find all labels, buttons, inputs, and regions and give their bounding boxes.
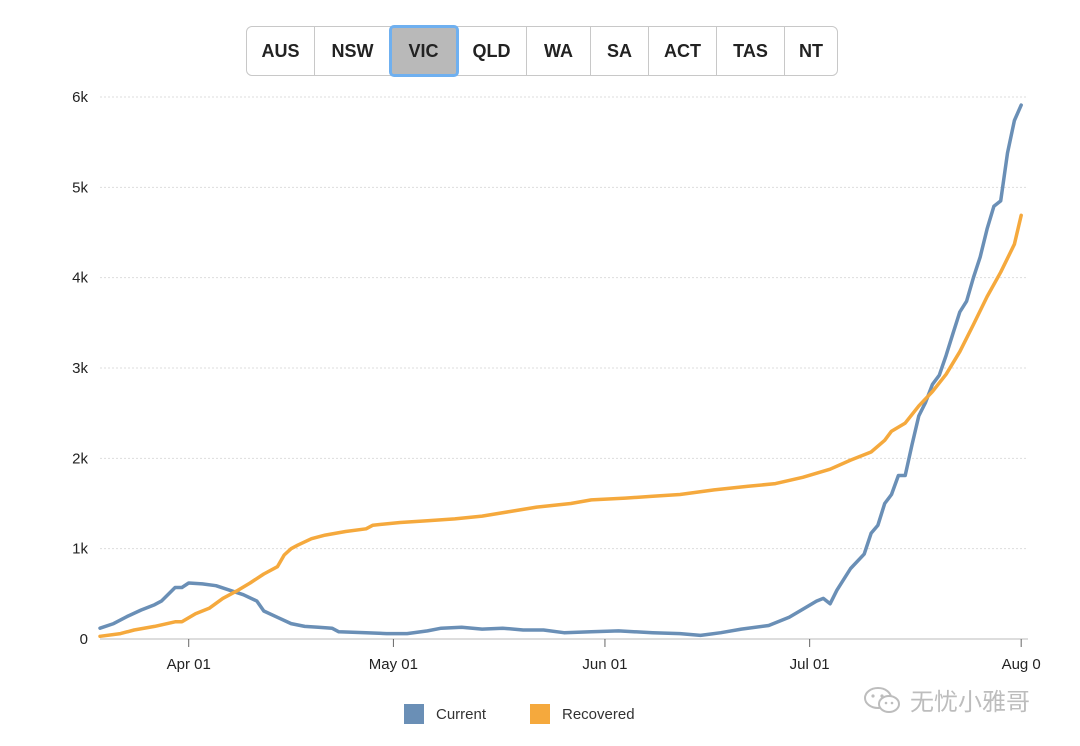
y-tick-label: 6k: [72, 89, 88, 106]
y-tick-label: 4k: [72, 270, 88, 287]
x-tick-label: Jun 01: [582, 656, 627, 673]
y-tick-label: 1k: [72, 541, 88, 558]
x-tick-label: May 01: [369, 656, 418, 673]
legend-swatch: [404, 704, 424, 724]
tab-nt[interactable]: NT: [785, 27, 837, 75]
y-tick-label: 3k: [72, 360, 88, 377]
legend-item-current[interactable]: Current: [404, 704, 486, 724]
x-tick-label: Jul 01: [790, 656, 830, 673]
legend-label: Recovered: [562, 705, 635, 723]
tab-aus[interactable]: AUS: [247, 27, 315, 75]
chart-series: [98, 103, 1023, 639]
series-line-recovered: [98, 213, 1023, 639]
watermark: 无忧小雅哥: [862, 682, 1030, 717]
series-line-current: [98, 103, 1023, 638]
x-tick-label: Apr 01: [167, 656, 211, 673]
y-tick-label: 0: [80, 631, 88, 648]
y-tick-label: 2k: [72, 450, 88, 467]
watermark-text: 无忧小雅哥: [910, 689, 1030, 716]
legend-swatch: [530, 704, 550, 724]
grid-lines: [100, 96, 1028, 640]
x-axis: Apr 01 May 01 Jun 01 Jul 01 Aug 0: [167, 639, 1041, 673]
tab-qld[interactable]: QLD: [457, 27, 527, 75]
y-axis-ticks: 0 1k 2k 3k 4k 5k 6k: [72, 89, 88, 648]
tab-tas[interactable]: TAS: [717, 27, 785, 75]
legend-label: Current: [436, 705, 487, 723]
legend: Current Recovered: [0, 704, 1080, 726]
tab-nsw[interactable]: NSW: [315, 27, 391, 75]
state-tab-bar: AUS NSW VIC QLD WA SA ACT TAS NT: [246, 25, 838, 77]
y-tick-label: 5k: [72, 179, 88, 196]
wechat-icon: [864, 686, 900, 713]
tab-sa[interactable]: SA: [591, 27, 649, 75]
legend-item-recovered[interactable]: Recovered: [530, 704, 635, 724]
tab-vic[interactable]: VIC: [389, 25, 459, 77]
tab-wa[interactable]: WA: [527, 27, 591, 75]
tab-act[interactable]: ACT: [649, 27, 717, 75]
x-tick-label: Aug 0: [1002, 656, 1041, 673]
